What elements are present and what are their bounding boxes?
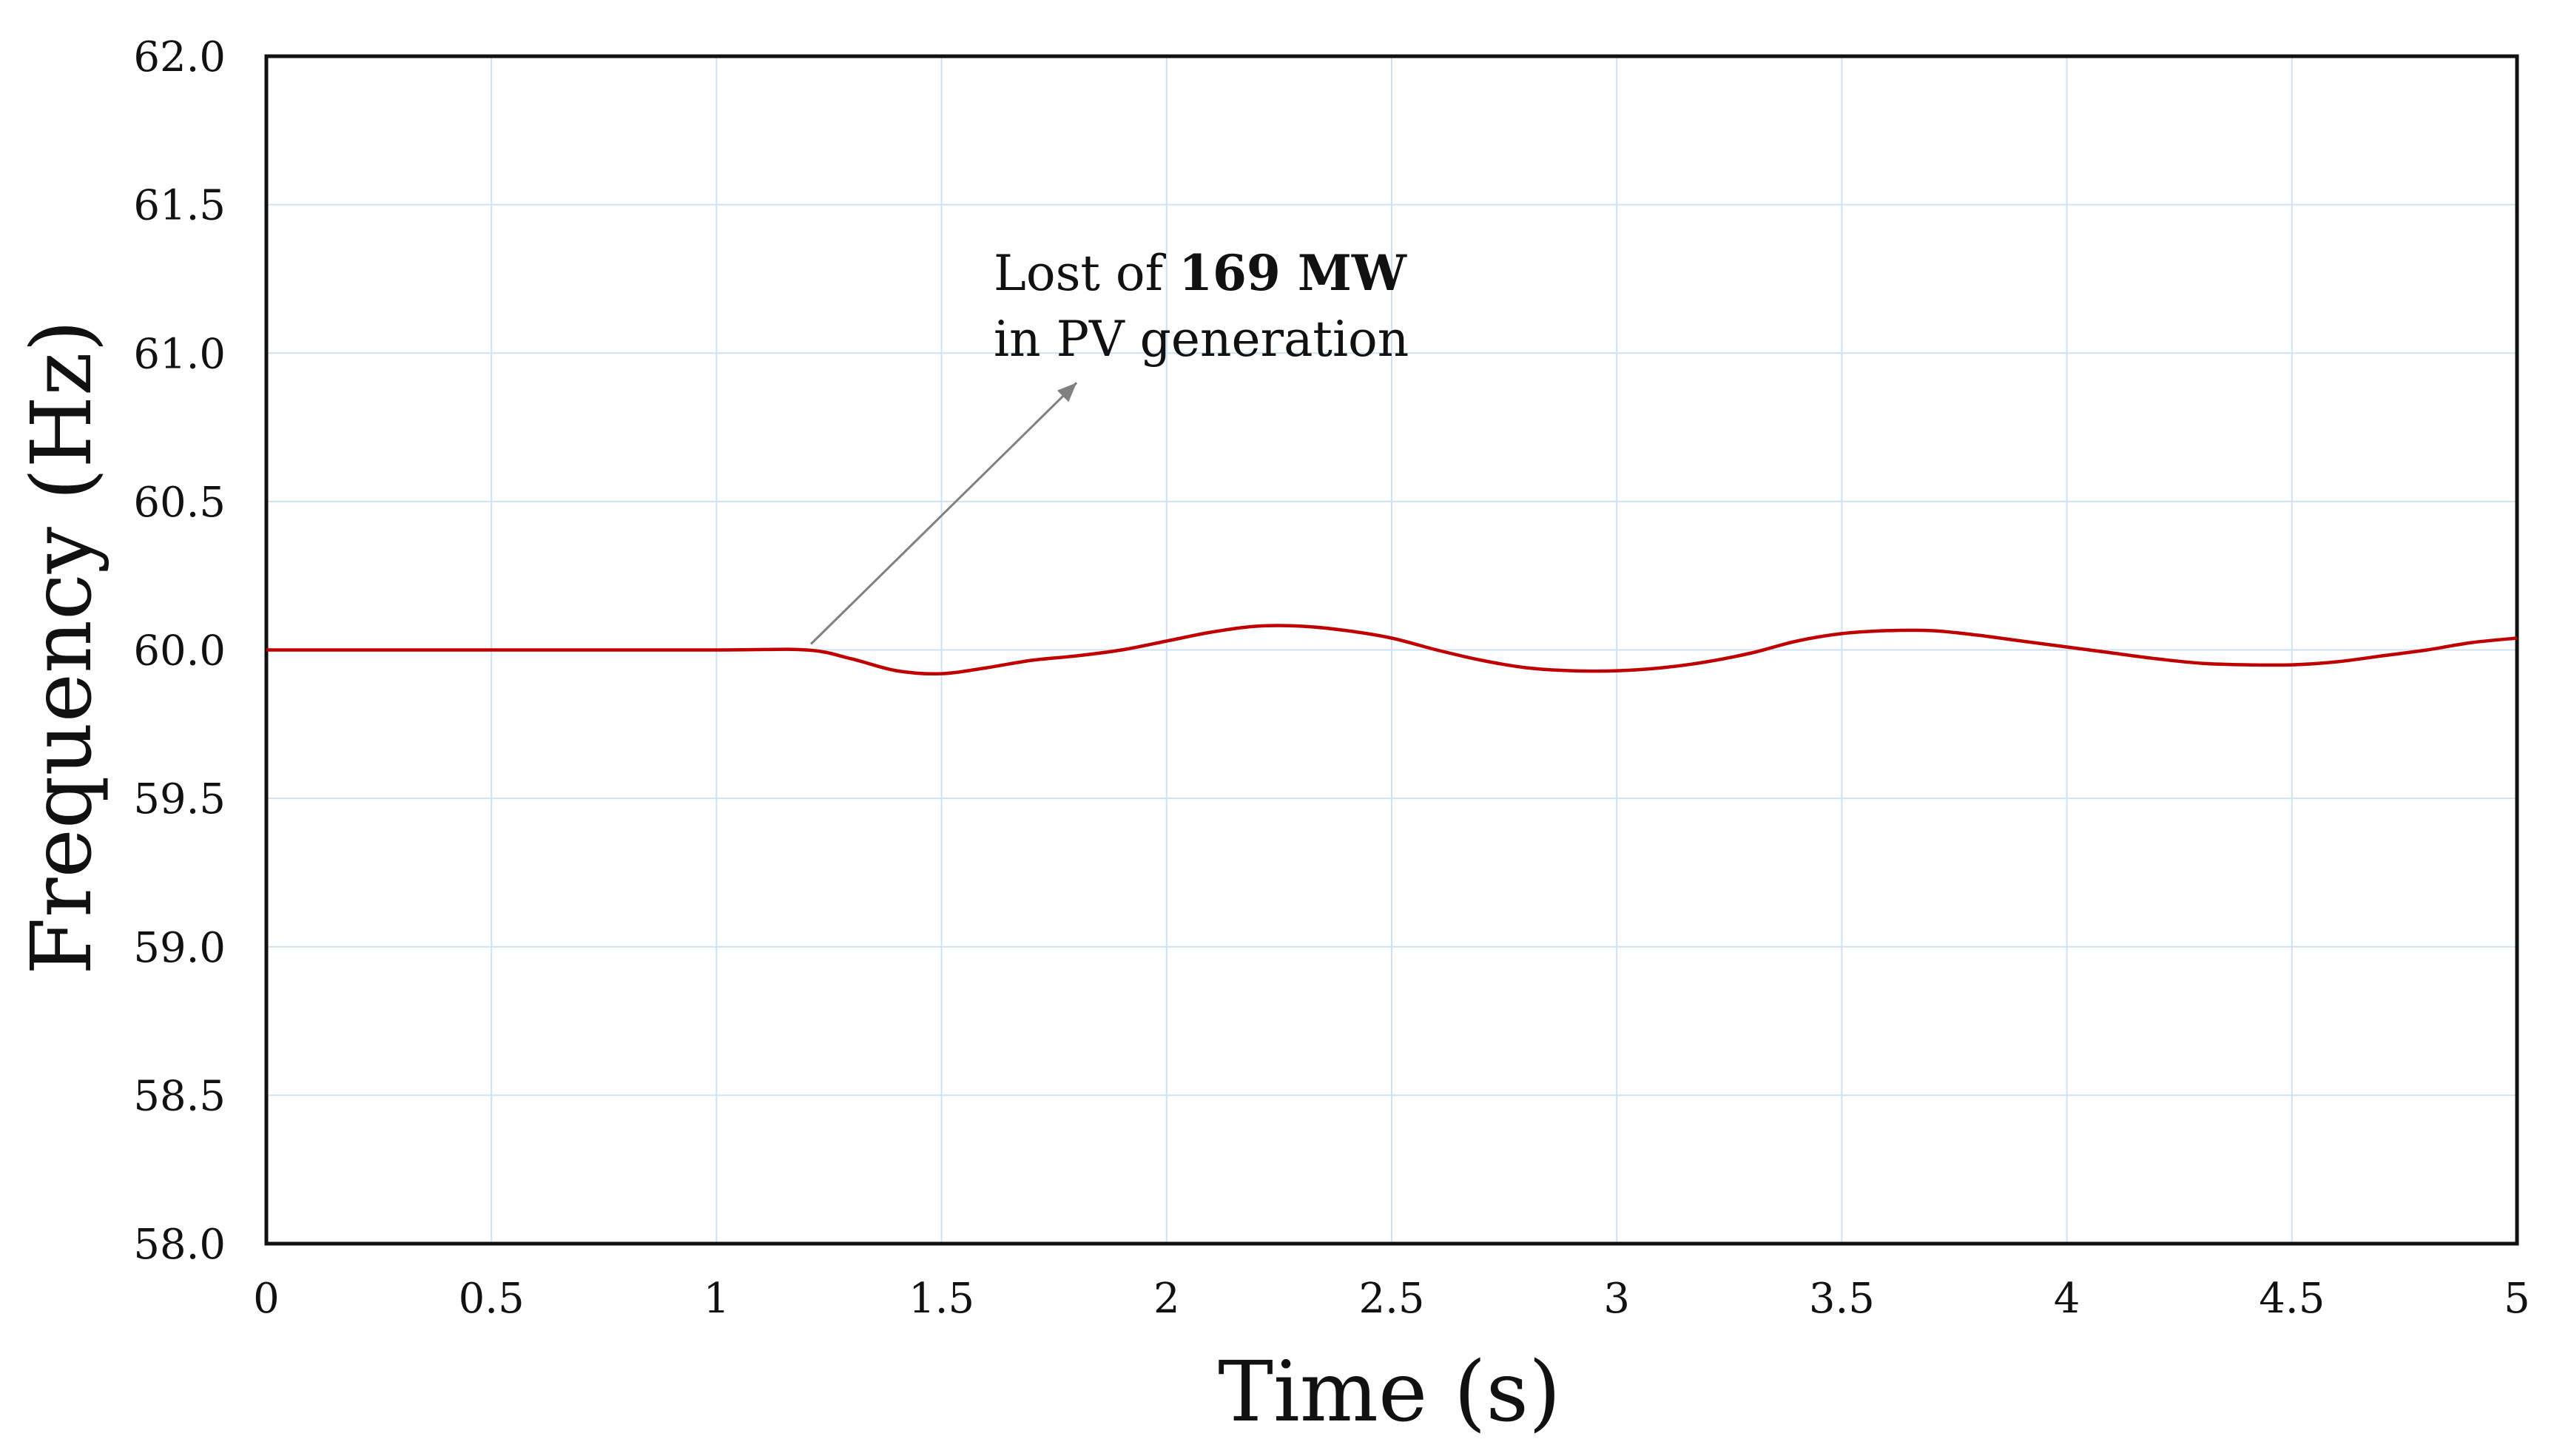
- x-tick-label: 2.5: [1358, 1275, 1424, 1323]
- y-tick-label: 61.0: [133, 330, 226, 378]
- series-line-frequency: [266, 624, 2518, 676]
- annotation-bold-value: 169 MW: [1179, 244, 1407, 302]
- x-axis-ticks: 0 0.5 1 1.5 2 2.5 3 3.5 4 4.5 5: [253, 1275, 2530, 1323]
- series-group: [266, 624, 2518, 676]
- y-tick-label: 59.5: [133, 775, 226, 823]
- y-tick-label: 60.5: [133, 479, 226, 527]
- y-axis-ticks: 58.0 58.5 59.0 59.5 60.0 60.5 61.0 61.5 62.0: [133, 33, 226, 1269]
- x-tick-label: 3.5: [1809, 1275, 1875, 1323]
- x-tick-label: 5: [2504, 1275, 2530, 1323]
- y-tick-label: 61.5: [133, 182, 226, 230]
- x-tick-label: 2: [1153, 1275, 1180, 1323]
- annotation-arrow-head: [1057, 382, 1077, 402]
- annotation-prefix: Lost of: [994, 245, 1179, 302]
- x-tick-label: 1.5: [909, 1275, 974, 1323]
- annotation-text-line-2: in PV generation: [994, 311, 1409, 368]
- x-axis-title: Time (s): [1218, 1344, 1560, 1440]
- annotation-text-line-1: Lost of 169 MW: [994, 244, 1407, 302]
- y-tick-label: 59.0: [133, 924, 226, 972]
- x-tick-label: 4.5: [2259, 1275, 2325, 1323]
- y-tick-label: 58.0: [133, 1221, 226, 1269]
- x-tick-label: 0: [253, 1275, 280, 1323]
- annotation-arrow: [810, 382, 1078, 645]
- annotation: Lost of 169 MW in PV generation: [810, 244, 1409, 645]
- y-axis-title: Frequency (Hz): [14, 320, 110, 974]
- x-tick-label: 4: [2054, 1275, 2080, 1323]
- x-tick-label: 3: [1603, 1275, 1630, 1323]
- y-tick-label: 62.0: [133, 33, 226, 81]
- x-tick-label: 1: [704, 1275, 730, 1323]
- y-tick-label: 60.0: [133, 627, 226, 675]
- x-tick-label: 0.5: [459, 1275, 525, 1323]
- y-tick-label: 58.5: [133, 1072, 226, 1120]
